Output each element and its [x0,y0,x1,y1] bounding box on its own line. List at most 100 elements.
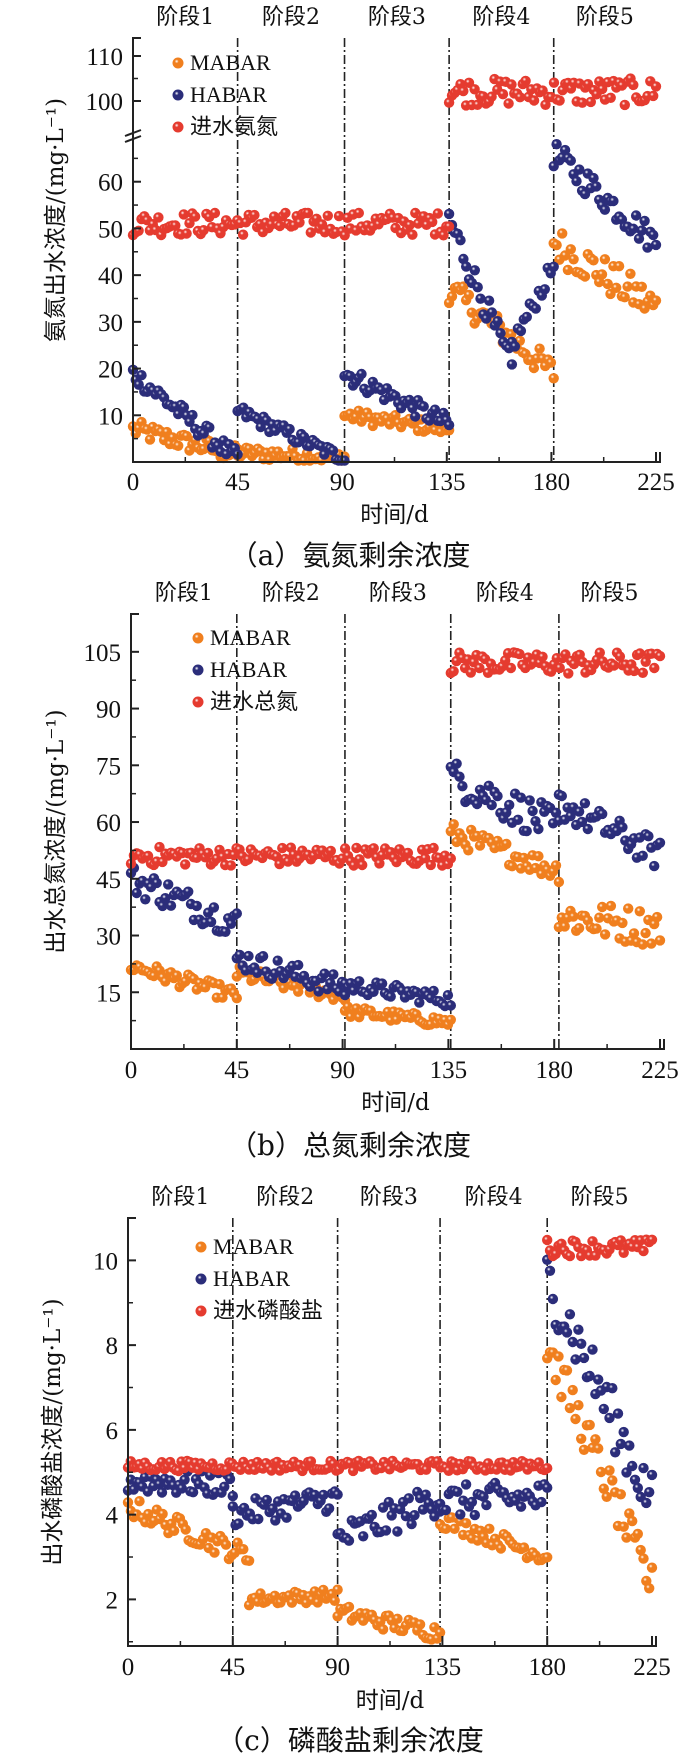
data-point [286,1597,298,1608]
data-point [402,847,414,859]
legend-label: 进水氨氮 [190,114,278,139]
y-tick-label: 20 [98,357,123,384]
data-point [591,923,602,934]
data-point [540,99,551,111]
data-point [646,938,657,949]
data-point [339,455,350,466]
stage-label: 阶段4 [465,1185,523,1210]
data-point [353,405,364,416]
stage-label: 阶段2 [262,581,320,606]
data-point [356,368,367,380]
data-point [443,208,455,220]
data-point [596,269,608,280]
data-point [428,842,439,854]
y-tick-label: 110 [86,44,123,71]
legend-label: MABAR [190,50,271,75]
data-point [481,1499,492,1511]
series-HABAR [127,139,662,466]
data-point [595,1466,607,1478]
data-point [484,1523,495,1535]
data-point [178,402,190,413]
data-point [168,1525,180,1537]
data-point [469,1509,480,1521]
stage-label: 阶段1 [155,581,213,606]
data-point [548,261,559,272]
data-point [465,667,476,678]
data-point [588,255,599,266]
data-point [353,207,364,219]
data-point [646,1469,658,1481]
data-point [425,859,436,871]
data-point [357,859,368,871]
data-point [205,916,217,928]
data-point [642,242,653,253]
data-point [654,935,666,946]
data-point [407,229,418,240]
data-point [443,419,455,431]
legend-label: HABAR [213,1266,290,1291]
data-point [325,845,336,857]
data-point [445,853,456,864]
data-point [429,404,441,415]
data-point [505,662,517,674]
y-tick-label: 40 [98,263,123,290]
chart-a: 阶段1 阶段2 阶段3 阶段4 阶段5 10 20 30 40 50 60 100 110 0 45 90 13… [43,5,675,572]
x-tick-label: 225 [637,469,675,496]
data-point [574,164,585,175]
data-point [559,144,571,156]
data-point [544,1265,556,1277]
data-point [593,1374,604,1385]
data-point [261,1494,272,1506]
stage-label: 阶段2 [262,5,320,30]
data-point [187,1487,199,1498]
data-point [322,210,333,221]
data-point [492,316,503,327]
axes [127,1217,657,1647]
data-point [469,265,480,276]
x-tick-label: 90 [325,1654,350,1681]
data-point [392,1613,403,1625]
data-point [173,440,184,451]
data-point [550,1374,561,1386]
data-point [611,282,622,293]
legend-marker [195,1273,207,1285]
data-point [597,808,608,820]
data-point [171,970,182,981]
y-tick-label: 30 [96,924,121,951]
data-point [181,430,192,442]
data-point [305,227,316,238]
stage-label: 阶段2 [256,1185,314,1210]
data-point [318,1489,329,1501]
data-point [599,204,611,215]
data-point [187,409,198,421]
data-point [573,923,585,934]
data-point [648,229,659,241]
data-point [181,228,192,239]
data-point [617,822,628,833]
data-point [257,951,269,962]
data-point [573,806,585,817]
data-point [561,1327,573,1338]
legend-label: MABAR [213,1234,294,1259]
data-point [542,1234,553,1246]
data-point [438,230,449,241]
data-point [518,852,529,864]
data-point [629,665,640,677]
data-point [506,861,518,872]
data-point [567,1384,578,1396]
data-point [478,1491,489,1502]
x-tick-label: 90 [330,1057,355,1084]
data-point [455,235,466,246]
y-tick-label: 2 [106,1587,119,1614]
x-tick-label: 135 [428,469,466,496]
data-point [427,216,438,228]
data-point [651,911,663,923]
data-point [594,912,605,923]
data-point [634,648,646,659]
chart-caption: （a）氨氮剩余浓度 [230,539,471,572]
series-进水磷酸盐 [122,1234,658,1477]
data-point [474,662,485,674]
data-point [537,651,548,662]
data-point [339,989,351,1001]
series-进水总氮 [125,647,666,871]
